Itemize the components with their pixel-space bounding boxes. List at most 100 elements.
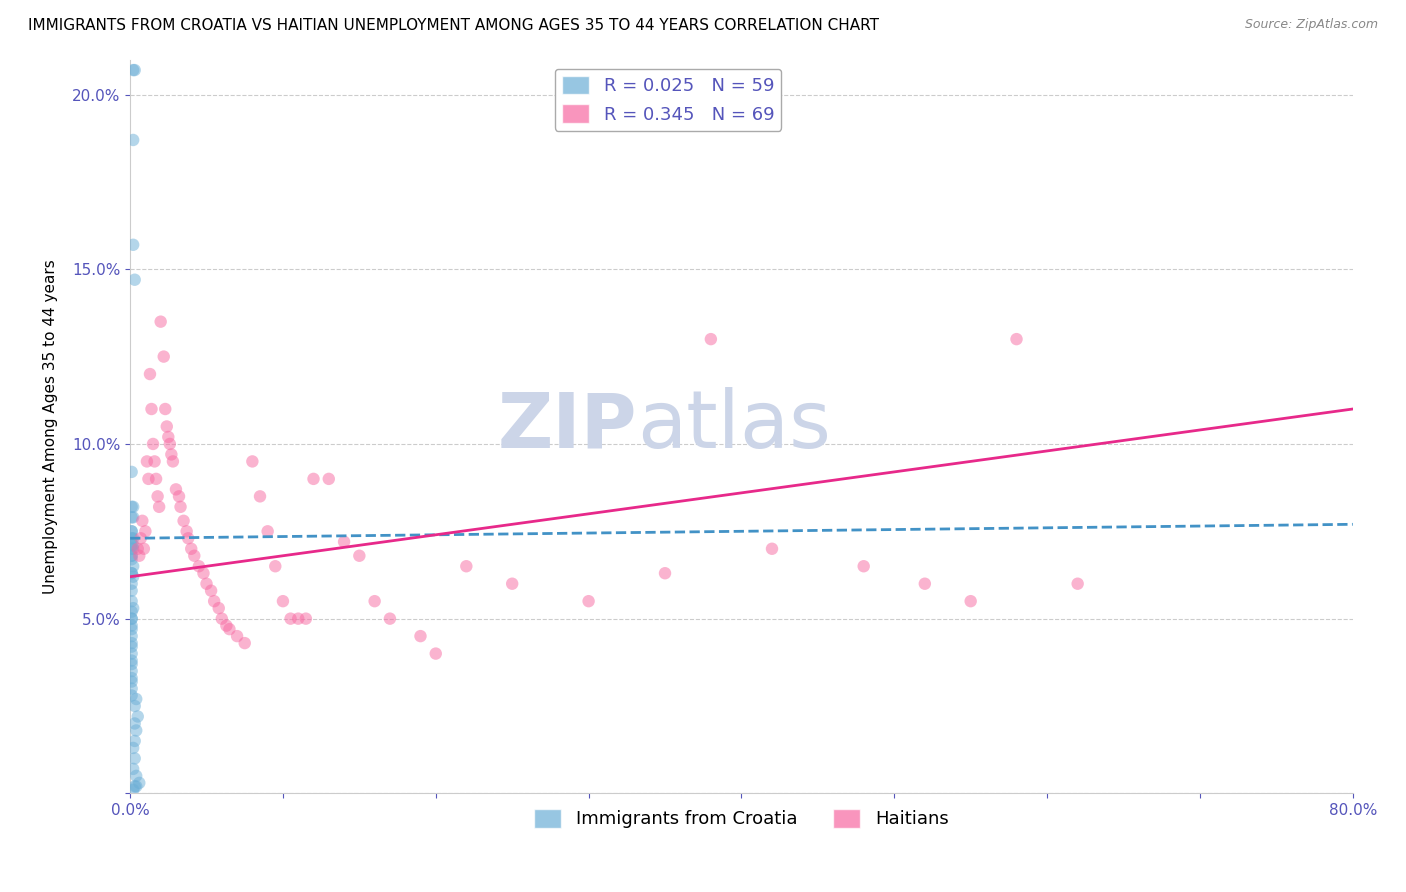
Text: ZIP: ZIP: [498, 390, 637, 464]
Point: [264, 559, 287, 574]
Point: [129, 531, 152, 545]
Point: [121, 657, 143, 671]
Point: [121, 541, 143, 556]
Point: [200, 583, 222, 598]
Point: [121, 524, 143, 539]
Point: [240, 454, 263, 468]
Point: [180, 541, 202, 556]
Point: [333, 534, 356, 549]
Point: [121, 524, 143, 539]
Point: [256, 524, 278, 539]
Point: [202, 594, 225, 608]
Point: [914, 576, 936, 591]
Point: [121, 654, 143, 668]
Legend: Immigrants from Croatia, Haitians: Immigrants from Croatia, Haitians: [527, 802, 956, 836]
Point: [211, 612, 233, 626]
Text: Source: ZipAtlas.com: Source: ZipAtlas.com: [1244, 18, 1378, 31]
Point: [139, 367, 162, 381]
Point: [501, 576, 523, 591]
Point: [124, 751, 146, 765]
Point: [124, 273, 146, 287]
Point: [121, 566, 143, 581]
Point: [121, 549, 143, 563]
Point: [249, 489, 271, 503]
Point: [218, 622, 240, 636]
Y-axis label: Unemployment Among Ages 35 to 44 years: Unemployment Among Ages 35 to 44 years: [44, 259, 58, 594]
Point: [122, 601, 145, 615]
Point: [121, 622, 143, 636]
Point: [124, 698, 146, 713]
Point: [122, 531, 145, 545]
Point: [122, 559, 145, 574]
Point: [852, 559, 875, 574]
Point: [195, 576, 218, 591]
Point: [121, 594, 143, 608]
Point: [121, 636, 143, 650]
Point: [271, 594, 294, 608]
Point: [135, 454, 157, 468]
Point: [363, 594, 385, 608]
Point: [121, 583, 143, 598]
Point: [124, 734, 146, 748]
Point: [121, 671, 143, 685]
Point: [157, 430, 180, 444]
Point: [124, 63, 146, 78]
Point: [700, 332, 723, 346]
Point: [121, 674, 143, 689]
Point: [128, 549, 150, 563]
Point: [132, 541, 155, 556]
Point: [124, 716, 146, 731]
Point: [578, 594, 600, 608]
Point: [127, 709, 149, 723]
Point: [302, 472, 325, 486]
Point: [125, 769, 148, 783]
Point: [125, 780, 148, 794]
Point: [187, 559, 209, 574]
Point: [169, 500, 191, 514]
Point: [125, 692, 148, 706]
Point: [149, 315, 172, 329]
Point: [409, 629, 432, 643]
Text: IMMIGRANTS FROM CROATIA VS HAITIAN UNEMPLOYMENT AMONG AGES 35 TO 44 YEARS CORREL: IMMIGRANTS FROM CROATIA VS HAITIAN UNEMP…: [28, 18, 879, 33]
Point: [142, 437, 165, 451]
Point: [654, 566, 676, 581]
Point: [162, 454, 184, 468]
Point: [121, 538, 143, 552]
Point: [959, 594, 981, 608]
Point: [122, 740, 145, 755]
Point: [122, 237, 145, 252]
Point: [121, 640, 143, 654]
Point: [134, 524, 156, 539]
Point: [122, 510, 145, 524]
Point: [122, 541, 145, 556]
Point: [761, 541, 783, 556]
Point: [159, 437, 181, 451]
Point: [122, 538, 145, 552]
Point: [121, 566, 143, 581]
Point: [125, 723, 148, 738]
Point: [131, 514, 153, 528]
Point: [176, 524, 198, 539]
Point: [456, 559, 478, 574]
Point: [121, 576, 143, 591]
Point: [122, 762, 145, 776]
Point: [1066, 576, 1088, 591]
Point: [121, 549, 143, 563]
Point: [318, 472, 340, 486]
Point: [122, 782, 145, 797]
Point: [152, 350, 174, 364]
Point: [155, 402, 177, 417]
Point: [146, 489, 169, 503]
Point: [167, 489, 190, 503]
Text: atlas: atlas: [637, 387, 831, 466]
Point: [145, 472, 167, 486]
Point: [121, 605, 143, 619]
Point: [160, 447, 183, 461]
Point: [215, 618, 238, 632]
Point: [121, 465, 143, 479]
Point: [156, 419, 179, 434]
Point: [148, 500, 170, 514]
Point: [280, 612, 302, 626]
Point: [226, 629, 249, 643]
Point: [121, 647, 143, 661]
